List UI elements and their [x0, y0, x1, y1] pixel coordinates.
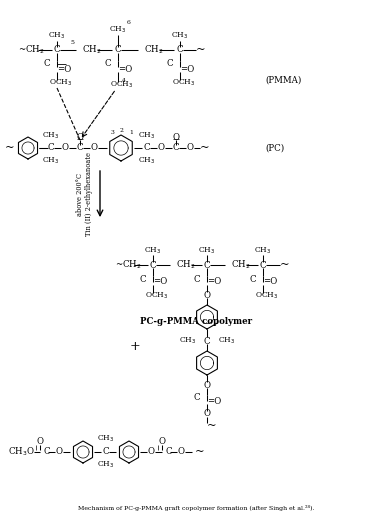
Text: O: O	[203, 381, 211, 389]
Text: O: O	[178, 448, 185, 457]
Text: O: O	[172, 132, 180, 142]
Text: Tin (II) 2-ethylhexanoate: Tin (II) 2-ethylhexanoate	[85, 152, 93, 236]
Text: CH$_3$: CH$_3$	[218, 336, 235, 346]
Text: CH$_2$: CH$_2$	[144, 44, 163, 56]
Text: CH$_3$O: CH$_3$O	[8, 446, 35, 458]
Text: O: O	[187, 144, 194, 153]
Text: ~: ~	[280, 260, 290, 270]
Text: =O: =O	[207, 278, 221, 286]
Text: OCH$_3$: OCH$_3$	[255, 291, 278, 301]
Text: CH$_3$: CH$_3$	[97, 460, 114, 470]
Text: CH$_3$: CH$_3$	[97, 434, 114, 444]
Text: ~: ~	[195, 447, 205, 457]
Text: CH$_3$: CH$_3$	[144, 246, 162, 256]
Text: CH$_2$: CH$_2$	[82, 44, 102, 56]
Text: C: C	[44, 448, 51, 457]
Text: O: O	[158, 144, 165, 153]
Text: C: C	[194, 275, 200, 283]
Text: C: C	[250, 275, 256, 283]
Text: CH$_3$: CH$_3$	[254, 246, 272, 256]
Text: O: O	[76, 132, 83, 142]
Text: O: O	[36, 437, 44, 447]
Text: O: O	[91, 144, 98, 153]
Text: C: C	[103, 448, 109, 457]
Text: Mechanism of PC-g-PMMA graft copolymer formation (after Singh et al.²⁸).: Mechanism of PC-g-PMMA graft copolymer f…	[78, 505, 314, 511]
Text: CH$_3$: CH$_3$	[138, 131, 156, 141]
Text: C: C	[44, 59, 50, 68]
Text: OCH$_3$: OCH$_3$	[49, 78, 73, 88]
Text: =O: =O	[207, 397, 221, 405]
Text: C: C	[115, 45, 121, 54]
Text: C: C	[194, 393, 200, 403]
Text: 6: 6	[127, 21, 131, 25]
Text: CH$_2$: CH$_2$	[176, 258, 196, 271]
Text: CH$_3$: CH$_3$	[171, 31, 189, 41]
Text: C: C	[167, 59, 173, 68]
Text: =O: =O	[57, 66, 71, 74]
Text: OCH$_3$: OCH$_3$	[145, 291, 169, 301]
Text: C: C	[166, 448, 172, 457]
Text: CH$_3$: CH$_3$	[109, 25, 127, 35]
Text: =O: =O	[153, 278, 167, 286]
Text: O: O	[203, 291, 211, 299]
Text: C: C	[260, 261, 266, 269]
Text: ~: ~	[207, 421, 217, 431]
Text: CH$_3$: CH$_3$	[138, 156, 156, 166]
Text: ~CH$_2$: ~CH$_2$	[18, 44, 45, 56]
Text: C: C	[204, 261, 211, 269]
Text: 2: 2	[120, 128, 124, 132]
Text: OCH$_3$: OCH$_3$	[110, 80, 133, 90]
Text: CH$_3$: CH$_3$	[42, 131, 60, 141]
Text: O: O	[62, 144, 69, 153]
Text: CH$_3$: CH$_3$	[48, 31, 65, 41]
Text: CH$_3$: CH$_3$	[42, 156, 60, 166]
Text: =O: =O	[180, 66, 194, 74]
Text: ~CH$_2$: ~CH$_2$	[115, 258, 142, 271]
Text: O: O	[56, 448, 62, 457]
Text: (PMMA): (PMMA)	[265, 75, 301, 84]
Text: C: C	[105, 59, 111, 68]
Text: 4: 4	[122, 78, 126, 83]
Text: C: C	[173, 144, 179, 153]
Text: O: O	[147, 448, 154, 457]
Text: =O: =O	[263, 278, 277, 286]
Text: C: C	[54, 45, 60, 54]
Text: C: C	[150, 261, 156, 269]
Text: 5: 5	[70, 40, 74, 45]
Text: C: C	[48, 144, 54, 153]
Text: OCH$_3$: OCH$_3$	[172, 78, 195, 88]
Text: PC-g-PMMA copolymer: PC-g-PMMA copolymer	[140, 316, 252, 326]
Text: C: C	[140, 275, 146, 283]
Text: O: O	[203, 409, 211, 418]
Text: +: +	[130, 341, 140, 354]
Text: ~: ~	[5, 143, 15, 153]
Text: 3: 3	[111, 129, 115, 134]
Text: (PC): (PC)	[265, 144, 284, 153]
Text: above 200°C: above 200°C	[76, 173, 84, 216]
Text: 1: 1	[129, 129, 133, 134]
Text: C: C	[204, 337, 211, 345]
Text: C: C	[77, 144, 83, 153]
Text: ~: ~	[200, 143, 210, 153]
Text: =O: =O	[118, 66, 132, 74]
Text: CH$_3$: CH$_3$	[179, 336, 196, 346]
Text: O: O	[158, 437, 165, 447]
Text: CH$_3$: CH$_3$	[198, 246, 216, 256]
Text: C: C	[144, 144, 150, 153]
Text: ~: ~	[196, 45, 206, 55]
Text: C: C	[177, 45, 183, 54]
Text: CH$_2$: CH$_2$	[231, 258, 250, 271]
